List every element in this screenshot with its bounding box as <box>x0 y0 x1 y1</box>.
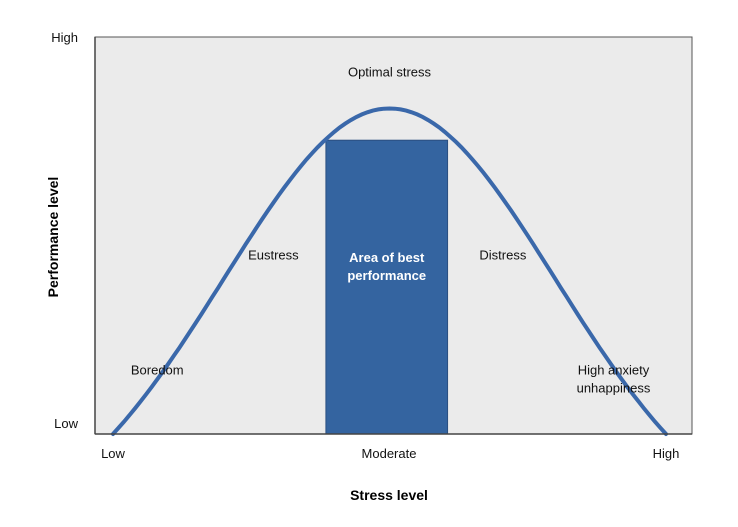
x-axis-title: Stress level <box>350 487 428 503</box>
x-tick-label: Low <box>101 446 125 461</box>
curve-annotation: Distress <box>479 247 526 262</box>
x-tick-label: High <box>653 446 680 461</box>
y-tick-label: Low <box>54 416 78 431</box>
y-axis-title: Performance level <box>45 177 61 298</box>
curve-annotation: Eustress <box>248 247 299 262</box>
curve-annotation: Boredom <box>131 362 184 377</box>
best-performance-region <box>325 139 449 435</box>
curve-annotation: unhappiness <box>577 380 651 395</box>
performance-curve <box>111 106 668 436</box>
region-label-line2: performance <box>347 268 426 283</box>
curve-annotation: High anxiety <box>578 362 650 377</box>
x-tick-label: Moderate <box>362 446 417 461</box>
curve-annotation: Optimal stress <box>348 65 432 80</box>
region-label-line1: Area of best <box>349 250 425 265</box>
y-tick-label: High <box>51 30 78 45</box>
